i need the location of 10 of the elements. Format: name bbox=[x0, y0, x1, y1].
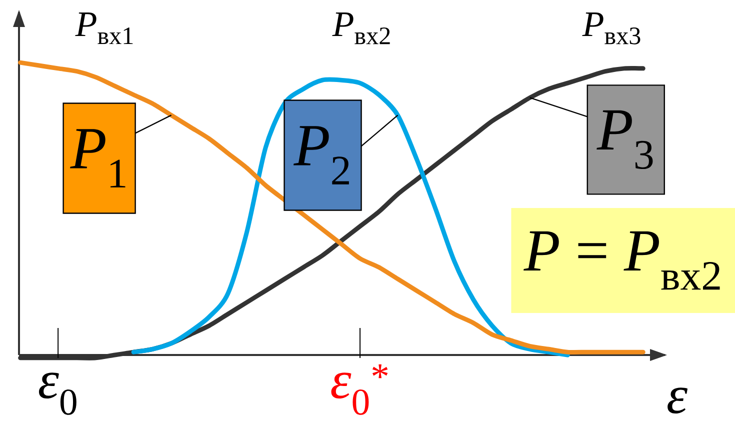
text: P$_{вх3}$ bbox=[582, 12, 640, 44]
x-tick-label: ε$_{0}$ bbox=[38, 372, 76, 415]
x-tick-label: ε$_{0}$* bbox=[331, 364, 388, 415]
annotation: P = P$_{вх2}$ bbox=[524, 231, 720, 290]
series-label: P$_{1}$ bbox=[70, 129, 126, 188]
text: P$_{вх1}$ bbox=[75, 12, 133, 44]
series-label: P$_{3}$ bbox=[596, 110, 653, 170]
text: P$_{вх2}$ bbox=[332, 12, 390, 44]
series-label: P$_{2}$ bbox=[293, 126, 349, 184]
x-axis-title: ε bbox=[668, 388, 688, 414]
